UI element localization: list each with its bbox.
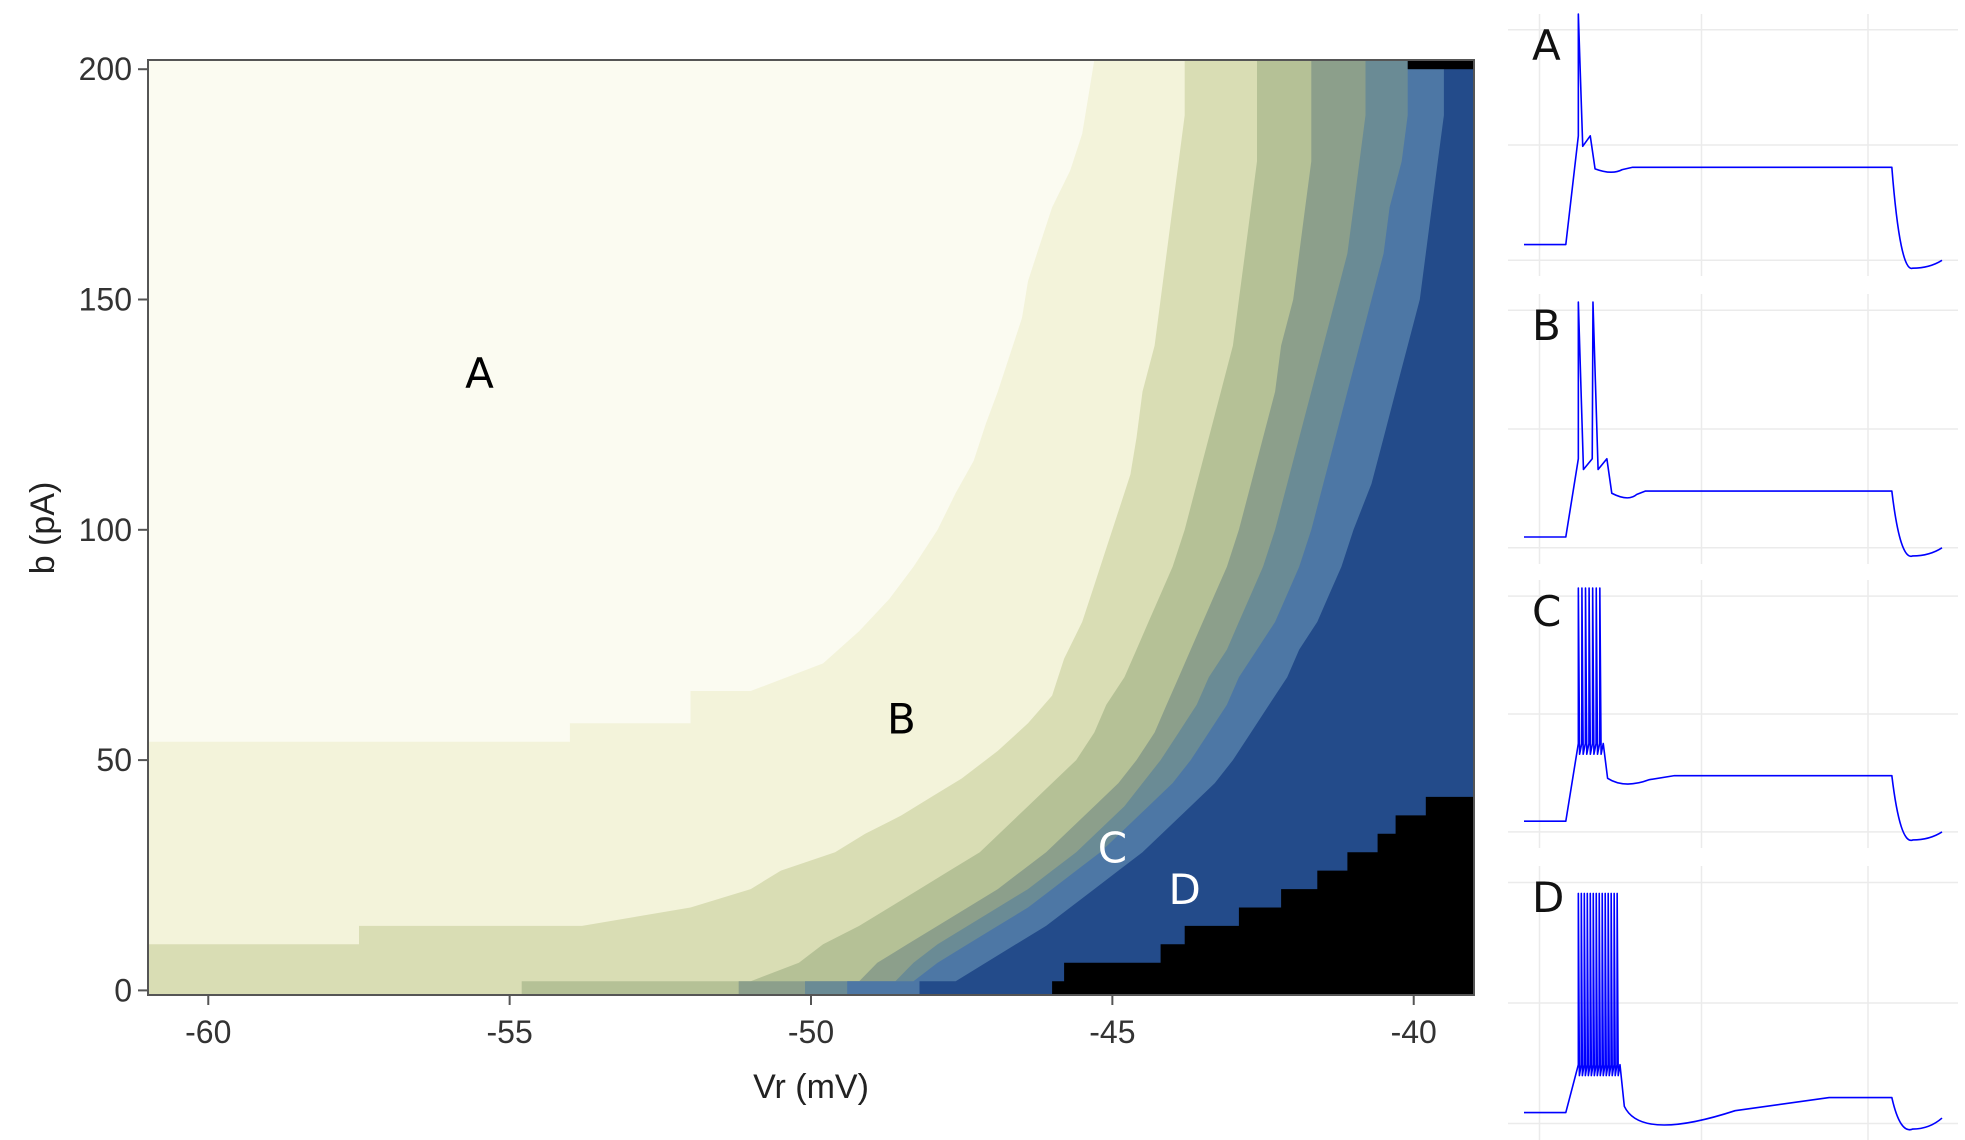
trace-panel-label: C xyxy=(1532,587,1561,636)
trace-panel-label: A xyxy=(1532,21,1561,70)
y-tick-label: 100 xyxy=(79,512,132,548)
trace-panel-a: A xyxy=(1508,13,1958,276)
heatmap-panel: -60 -55 -50 -45 -40 0 50 100 150 200 Vr (mV) b (… xyxy=(24,51,1475,1106)
x-tick-label: -60 xyxy=(185,1014,231,1050)
trace-panel-label: B xyxy=(1532,301,1561,350)
x-tick-label: -55 xyxy=(487,1014,533,1050)
y-tick-label: 150 xyxy=(79,282,132,318)
x-tick-label: -50 xyxy=(788,1014,834,1050)
voltage-trace xyxy=(1524,892,1943,1131)
trace-panel-d: D xyxy=(1508,866,1958,1140)
trace-panel-label: D xyxy=(1532,873,1564,922)
x-axis-title: Vr (mV) xyxy=(753,1068,869,1106)
voltage-trace xyxy=(1524,301,1943,557)
silent-corner xyxy=(1407,60,1474,70)
y-axis-title: b (pA) xyxy=(24,482,62,575)
x-tick-label: -45 xyxy=(1089,1014,1135,1050)
x-tick-label: -40 xyxy=(1391,1014,1437,1050)
y-tick-label: 0 xyxy=(114,972,132,1008)
region-label-d: D xyxy=(1169,865,1201,914)
trace-panel-c: C xyxy=(1508,580,1958,848)
voltage-trace xyxy=(1524,587,1943,842)
region-d-band xyxy=(919,60,1474,995)
y-tick-label: 200 xyxy=(79,51,132,87)
region-label-b: B xyxy=(887,695,916,744)
y-axis: 0 50 100 150 200 xyxy=(79,51,148,1008)
silent-region xyxy=(1052,796,1474,995)
voltage-trace xyxy=(1524,13,1943,269)
x-axis: -60 -55 -50 -45 -40 xyxy=(185,995,1437,1050)
y-tick-label: 50 xyxy=(96,742,132,778)
region-label-a: A xyxy=(465,349,494,398)
region-labels: A B CD xyxy=(465,349,1201,914)
trace-panel-b: B xyxy=(1508,294,1958,564)
voltage-trace-panels: A B C D xyxy=(1508,13,1958,1140)
region-label-c: C xyxy=(1098,824,1127,873)
heatmap-bands xyxy=(148,60,1474,995)
